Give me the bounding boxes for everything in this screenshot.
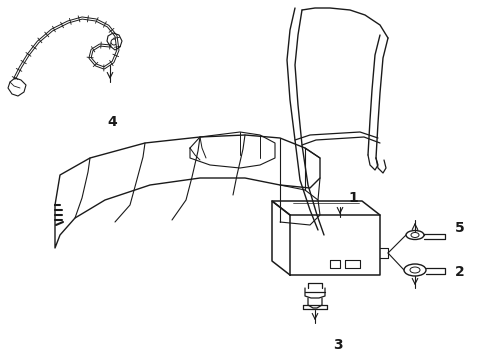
Text: 5: 5 bbox=[455, 221, 465, 235]
Ellipse shape bbox=[411, 233, 419, 238]
Ellipse shape bbox=[404, 264, 426, 276]
Text: 4: 4 bbox=[107, 115, 117, 129]
Text: 1: 1 bbox=[348, 191, 358, 205]
Text: 2: 2 bbox=[455, 265, 465, 279]
Text: 3: 3 bbox=[333, 338, 343, 352]
Circle shape bbox=[111, 39, 117, 45]
Ellipse shape bbox=[406, 230, 424, 239]
Ellipse shape bbox=[410, 267, 420, 273]
